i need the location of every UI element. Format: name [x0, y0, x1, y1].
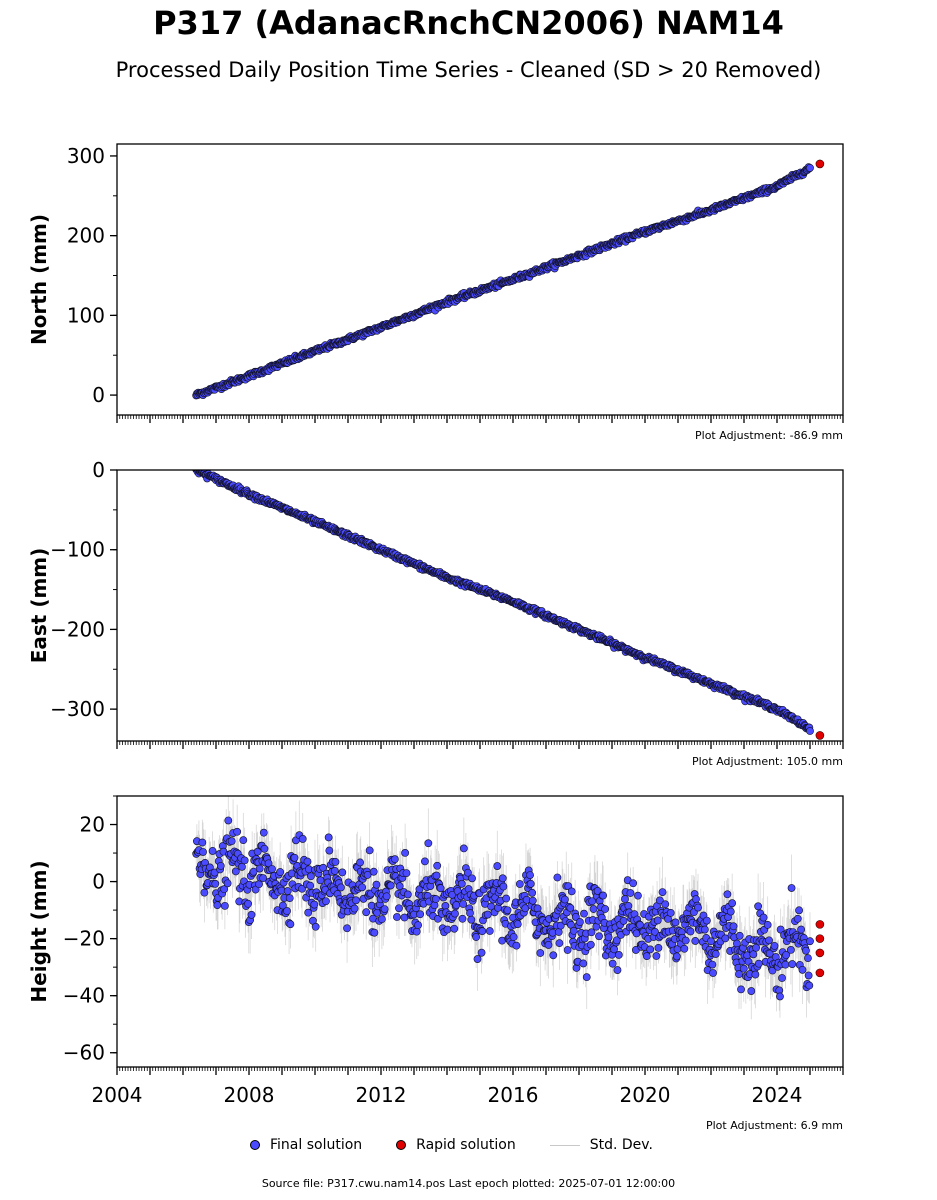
plot-area-0 [192, 159, 825, 400]
rapid-points-0 [815, 159, 825, 169]
y-axis-0: 0 100 200 300 [67, 144, 117, 407]
plot-frame-0 [116, 143, 844, 416]
final-point [806, 163, 814, 172]
rapid-point [815, 159, 825, 169]
chart-title: P317 (AdanacRnchCN2006) NAM14 [153, 4, 784, 42]
y-tick-label: 200 [67, 224, 105, 248]
rapid-points-1 [815, 731, 825, 740]
y-tick-label: −200 [50, 617, 105, 641]
final-points-1 [192, 470, 814, 735]
y-axis-label-0: North (mm) [27, 214, 51, 345]
plot-area-2 [192, 796, 825, 1020]
panel-0: 0 100 200 300 North (mm) [27, 143, 844, 423]
rapid-point [815, 731, 825, 740]
y-axis-1: 0 −100 −200 −300 [50, 458, 117, 721]
y-tick-label: 0 [92, 458, 105, 482]
panel-1: 0 −100 −200 −300 East (mm) [27, 458, 844, 749]
chart-subtitle: Processed Daily Position Time Series - C… [115, 58, 822, 82]
y-tick-label: −300 [50, 697, 105, 721]
plot-frame-1 [116, 469, 844, 742]
std-dev-bars-2 [195, 796, 811, 1020]
y-tick-label: 0 [92, 383, 105, 407]
final-points-0 [192, 163, 814, 400]
y-tick-label: 100 [67, 303, 105, 327]
y-axis-label-1: East (mm) [27, 548, 51, 664]
plot-area-1 [192, 470, 825, 740]
final-point [806, 727, 814, 735]
x-axis-0 [116, 415, 844, 423]
x-axis-1 [116, 741, 844, 749]
y-tick-label: 300 [67, 144, 105, 168]
y-tick-label: −100 [50, 538, 105, 562]
